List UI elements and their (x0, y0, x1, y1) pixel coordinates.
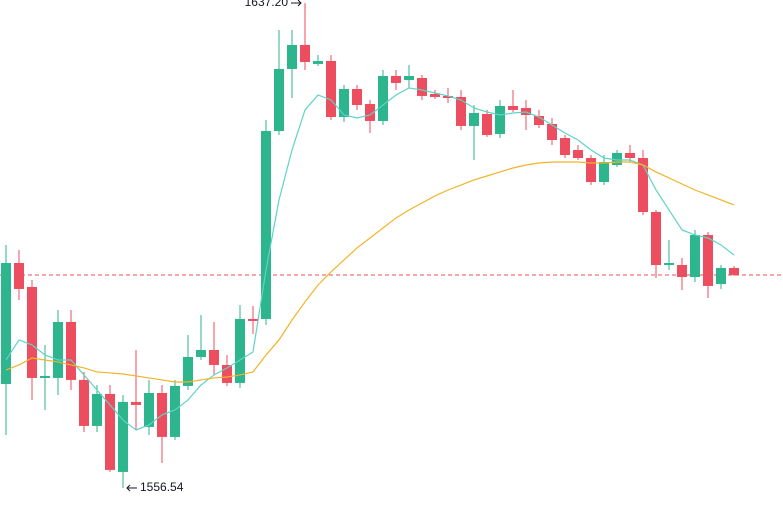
candle-body (105, 393, 115, 470)
candle-body (144, 392, 154, 427)
candle-body (495, 106, 505, 134)
annotation-label: 1556.54 (140, 480, 184, 494)
candle-body (170, 385, 180, 437)
candle-body (378, 75, 388, 121)
candle-body (131, 401, 141, 405)
candle-body (612, 152, 622, 165)
candle-body (391, 75, 401, 83)
candle-body (261, 131, 271, 319)
candle-body (677, 264, 687, 278)
candle-body (235, 318, 245, 383)
candle-body (638, 158, 648, 213)
candle-body (118, 401, 128, 472)
candle-body (339, 88, 349, 118)
candle-body (66, 321, 76, 380)
candle-body (690, 234, 700, 278)
candle-body (274, 68, 284, 132)
annotation-label: 1637.20 (245, 0, 289, 9)
candle-body (703, 234, 713, 286)
candle-body (183, 356, 193, 386)
candle-body (651, 212, 661, 265)
moving-average-line (5, 161, 735, 383)
candle-body (586, 158, 596, 183)
candle-body (196, 349, 206, 357)
candle-body (456, 96, 466, 126)
candle-body (300, 44, 310, 62)
candle-body (27, 286, 37, 378)
candle-body (547, 123, 557, 140)
candle-body (508, 106, 518, 110)
candle-body (430, 93, 440, 97)
candle-body (443, 95, 453, 99)
candle-body (599, 161, 609, 183)
candle-body (248, 318, 258, 321)
candle-body (573, 150, 583, 159)
moving-average-line (5, 87, 735, 431)
candle-body (625, 152, 635, 159)
candle-body (313, 60, 323, 64)
candle-body (79, 379, 89, 426)
candle-body (482, 113, 492, 135)
candle-body (40, 375, 50, 378)
annotation-arrowhead (126, 484, 131, 492)
candle-body (365, 104, 375, 121)
candle-body (14, 262, 24, 289)
candle-body (326, 60, 336, 118)
candle-body (53, 321, 63, 378)
candle-body (729, 267, 739, 275)
candle-body (209, 349, 219, 365)
annotation-arrowhead (297, 0, 302, 7)
candle-body (469, 112, 479, 126)
candle-body (534, 115, 544, 126)
candle-body (1, 262, 11, 384)
candle-body (417, 77, 427, 96)
candle-body (92, 393, 102, 426)
candle-body (560, 137, 570, 156)
candle-body (716, 267, 726, 284)
candle-body (222, 364, 232, 383)
candle-body (664, 262, 674, 265)
candle-body (404, 75, 414, 80)
candle-body (287, 44, 297, 69)
candle-body (352, 88, 362, 105)
